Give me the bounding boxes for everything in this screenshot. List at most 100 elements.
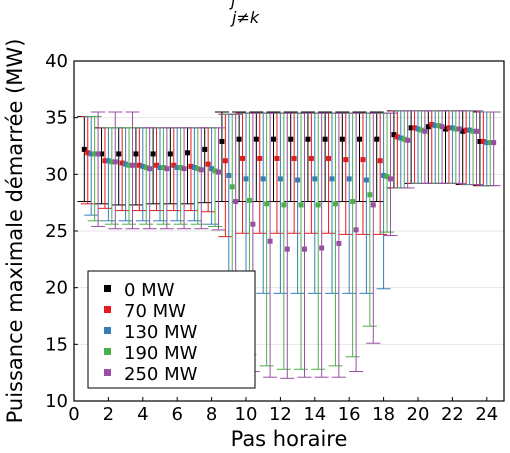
x-tick-label: 16 <box>338 404 361 425</box>
x-axis-label: Pas horaire <box>231 427 348 451</box>
data-point <box>391 132 397 138</box>
data-point <box>460 128 466 134</box>
x-tick-label: 18 <box>372 404 395 425</box>
data-point <box>439 124 445 130</box>
data-point <box>267 238 273 244</box>
data-point <box>143 165 149 171</box>
data-point <box>367 192 373 198</box>
data-point <box>95 151 101 157</box>
data-point <box>102 158 108 164</box>
data-point <box>408 125 414 131</box>
data-point <box>85 150 91 156</box>
data-point <box>119 160 125 166</box>
data-point <box>271 136 277 142</box>
data-point <box>312 176 318 182</box>
data-point <box>123 161 129 167</box>
data-point <box>250 221 256 227</box>
y-tick-label: 20 <box>45 278 68 299</box>
data-point <box>401 136 407 142</box>
legend-marker <box>104 327 111 334</box>
data-point <box>491 140 497 146</box>
data-point <box>473 128 479 134</box>
data-point <box>418 127 424 133</box>
data-point <box>116 151 122 157</box>
data-point <box>195 166 201 172</box>
data-point <box>322 136 328 142</box>
x-tick-label: 10 <box>235 404 258 425</box>
data-point <box>257 155 263 161</box>
data-point <box>209 166 215 172</box>
data-point <box>164 166 170 172</box>
data-point <box>222 158 228 164</box>
data-point <box>133 151 139 157</box>
data-points <box>81 121 497 252</box>
data-point <box>157 165 163 171</box>
data-point <box>154 162 160 168</box>
y-tick-label: 35 <box>45 108 68 129</box>
data-point <box>487 140 493 146</box>
data-point <box>160 165 166 171</box>
data-point <box>449 125 455 131</box>
data-point <box>229 184 235 190</box>
data-point <box>298 202 304 208</box>
data-point <box>147 166 153 172</box>
data-point <box>305 136 311 142</box>
data-point <box>315 202 321 208</box>
x-tick-label: 24 <box>475 404 498 425</box>
data-point <box>453 126 459 132</box>
x-tick-label: 8 <box>206 404 217 425</box>
legend-marker <box>104 348 111 355</box>
data-point <box>174 165 180 171</box>
data-point <box>109 159 115 165</box>
data-point <box>446 125 452 131</box>
data-point <box>246 197 252 203</box>
x-tick-label: 12 <box>269 404 292 425</box>
legend-label: 70 MW <box>124 301 186 322</box>
data-point <box>277 176 283 182</box>
data-point <box>398 135 404 141</box>
x-tick-label: 20 <box>407 404 430 425</box>
data-point <box>470 128 476 134</box>
data-point <box>384 174 390 180</box>
data-point <box>387 176 393 182</box>
data-point <box>233 199 239 205</box>
chart-title-fragment: j <box>229 0 236 10</box>
data-point <box>339 136 345 142</box>
data-point <box>212 168 218 174</box>
data-point <box>319 245 325 251</box>
data-point <box>336 240 342 246</box>
data-point <box>332 201 338 207</box>
legend-marker <box>104 285 111 292</box>
data-point <box>205 161 211 167</box>
data-point <box>188 163 194 169</box>
chart-title-area: j j≠k <box>229 0 260 27</box>
legend-box <box>87 270 256 389</box>
legend-label: 0 MW <box>124 280 175 301</box>
data-point <box>443 126 449 132</box>
data-point <box>215 169 221 175</box>
data-point <box>394 134 400 140</box>
data-point <box>363 177 369 183</box>
data-point <box>422 128 428 134</box>
data-point <box>467 127 473 133</box>
y-tick-label: 10 <box>45 391 68 412</box>
legend-marker <box>104 369 111 376</box>
data-point <box>264 201 270 207</box>
data-point <box>126 162 132 168</box>
data-point <box>480 138 486 144</box>
data-point <box>432 123 438 129</box>
x-tick-labels: 0 2 4 6 8 10 12 14 16 18 20 22 24 <box>68 397 498 425</box>
x-tick-label: 22 <box>441 404 464 425</box>
data-point <box>291 155 297 161</box>
data-point <box>360 157 366 163</box>
data-point <box>240 155 246 161</box>
data-point <box>226 172 232 178</box>
x-tick-label: 4 <box>137 404 148 425</box>
data-point <box>150 151 156 157</box>
y-tick-label: 15 <box>45 334 68 355</box>
data-point <box>405 137 411 143</box>
data-point <box>171 162 177 168</box>
data-point <box>112 159 118 165</box>
